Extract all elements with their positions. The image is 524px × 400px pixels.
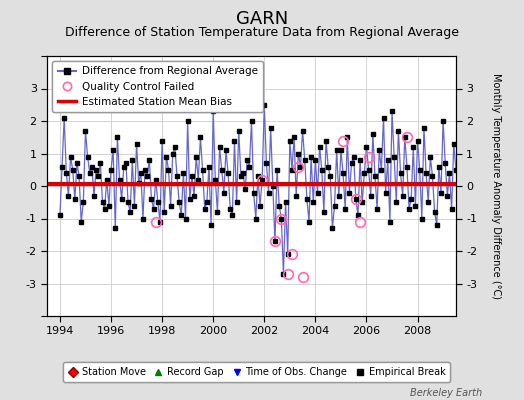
Y-axis label: Monthly Temperature Anomaly Difference (°C): Monthly Temperature Anomaly Difference (…: [492, 73, 501, 299]
Legend: Station Move, Record Gap, Time of Obs. Change, Empirical Break: Station Move, Record Gap, Time of Obs. C…: [63, 362, 450, 382]
Text: Berkeley Earth: Berkeley Earth: [410, 388, 482, 398]
Legend: Difference from Regional Average, Quality Control Failed, Estimated Station Mean: Difference from Regional Average, Qualit…: [52, 61, 263, 112]
Text: GARN: GARN: [236, 10, 288, 28]
Text: Difference of Station Temperature Data from Regional Average: Difference of Station Temperature Data f…: [65, 26, 459, 39]
